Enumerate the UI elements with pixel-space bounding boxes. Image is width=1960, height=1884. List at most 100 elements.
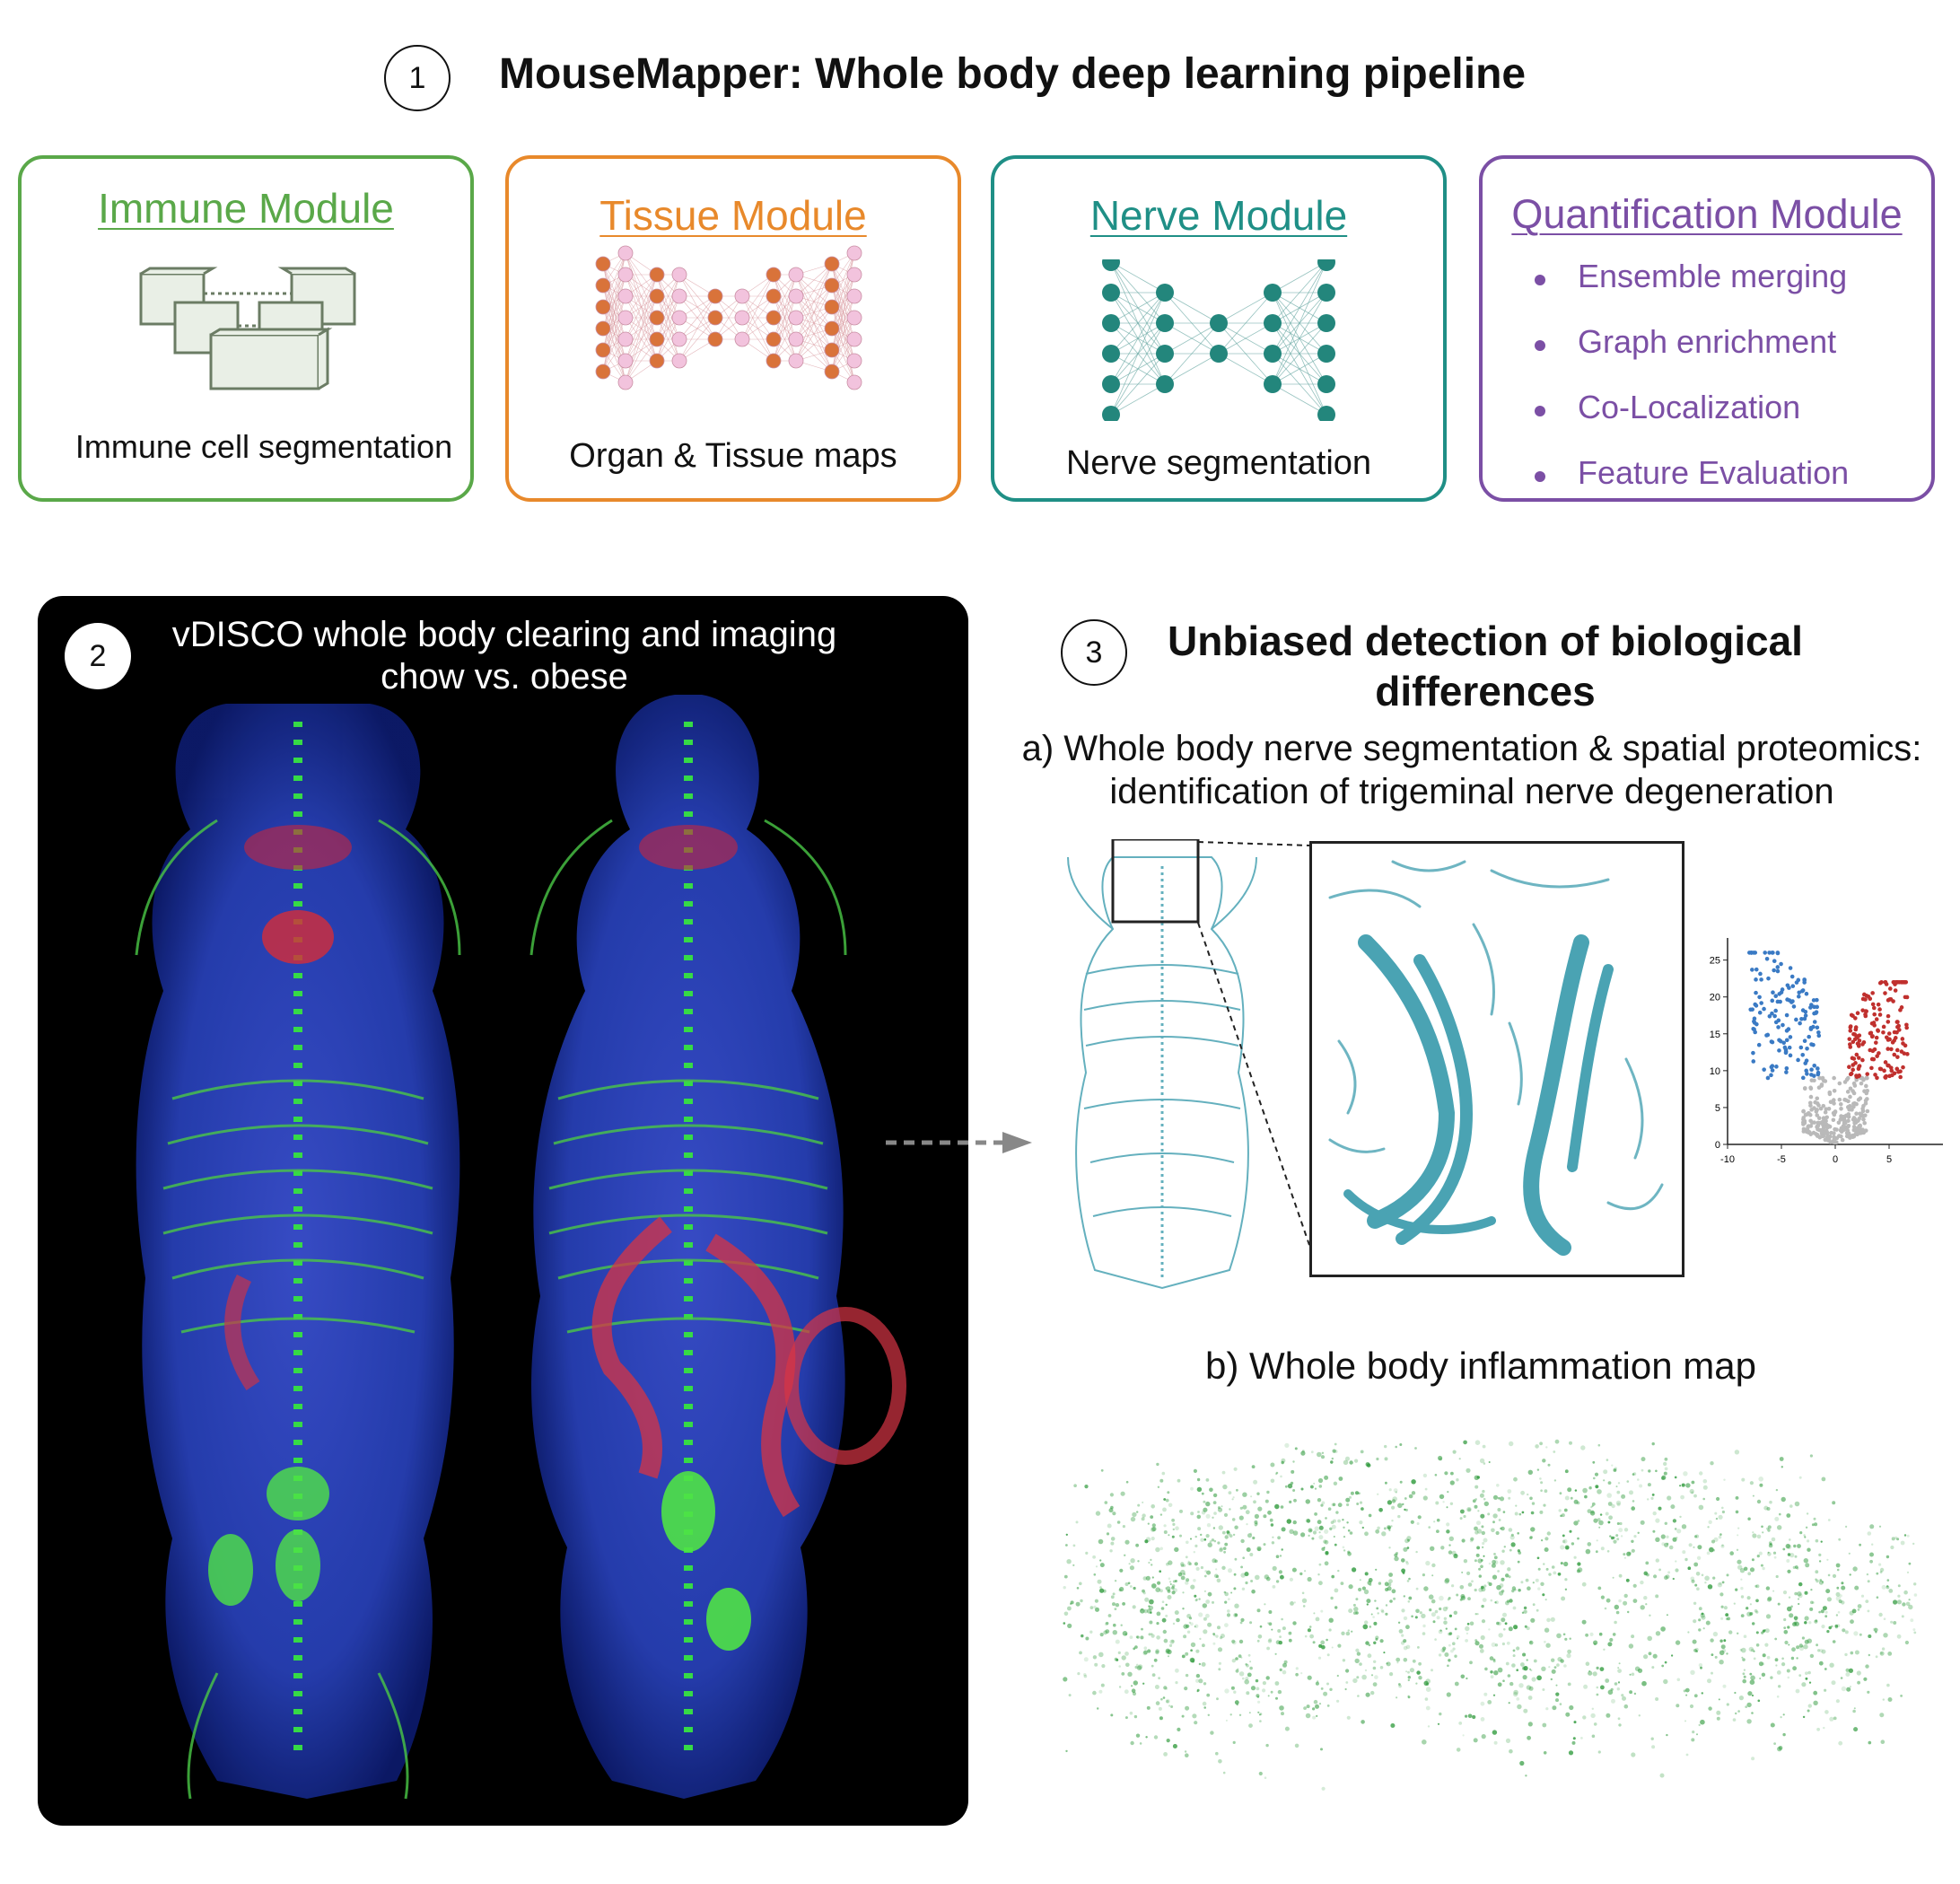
trigeminal-nerve-image <box>1328 860 1664 1256</box>
volcano-point-down <box>1815 1004 1819 1010</box>
volcano-point-ns <box>1834 1135 1840 1141</box>
volcano-point-down <box>1797 990 1802 995</box>
volcano-point-down <box>1754 1021 1759 1027</box>
volcano-point-down <box>1764 956 1770 961</box>
volcano-point-up <box>1875 1054 1879 1058</box>
volcano-point-up <box>1883 991 1887 995</box>
volcano-point-ns <box>1842 1080 1848 1084</box>
nerve-module-caption: Nerve segmentation <box>1065 444 1372 482</box>
volcano-point-ns <box>1862 1120 1868 1126</box>
volcano-point-up <box>1847 1065 1851 1070</box>
volcano-point-up <box>1855 1011 1860 1016</box>
volcano-point-down <box>1759 1001 1763 1005</box>
volcano-point-ns <box>1816 1116 1822 1120</box>
volcano-point-down <box>1804 1058 1809 1063</box>
volcano-point-up <box>1873 1073 1877 1077</box>
volcano-point-ns <box>1859 1081 1864 1086</box>
volcano-point-ns <box>1823 1079 1828 1083</box>
trigeminal-zoom-box <box>1309 841 1684 1277</box>
volcano-point-ns <box>1832 1112 1837 1117</box>
volcano-point-up <box>1905 1052 1910 1056</box>
volcano-point-up <box>1894 1066 1900 1072</box>
volcano-point-ns <box>1815 1124 1820 1128</box>
volcano-point-down <box>1804 1068 1808 1073</box>
quantification-item: Co-Localization <box>1535 389 1849 454</box>
volcano-point-down <box>1754 967 1759 972</box>
section3a-line2: identification of trigeminal nerve degen… <box>1109 772 1834 811</box>
volcano-point-up <box>1886 1031 1892 1036</box>
volcano-point-down <box>1807 1034 1811 1039</box>
volcano-point-up <box>1870 991 1875 995</box>
volcano-point-ns <box>1840 1137 1845 1143</box>
tissue-network-icon <box>595 245 862 390</box>
volcano-point-down <box>1808 1025 1814 1030</box>
volcano-point-down <box>1775 968 1781 974</box>
volcano-point-down <box>1769 1073 1773 1078</box>
volcano-point-down <box>1775 965 1781 969</box>
volcano-point-down <box>1816 1030 1821 1035</box>
volcano-point-down <box>1784 1065 1789 1071</box>
volcano-point-down <box>1754 990 1758 995</box>
volcano-point-up <box>1904 1025 1909 1030</box>
volcano-point-down <box>1759 977 1763 982</box>
volcano-point-down <box>1816 1033 1822 1038</box>
volcano-point-down <box>1751 1050 1755 1056</box>
volcano-point-up <box>1894 1047 1900 1053</box>
volcano-point-ns <box>1848 1094 1852 1100</box>
volcano-point-ns <box>1801 1129 1807 1134</box>
volcano-point-ns <box>1838 1128 1843 1133</box>
volcano-x-tick: -5 <box>1777 1154 1786 1165</box>
volcano-point-up <box>1863 997 1868 1002</box>
volcano-point-up <box>1896 1069 1901 1074</box>
volcano-point-up <box>1854 1073 1859 1078</box>
volcano-point-ns <box>1827 1134 1833 1139</box>
volcano-point-down <box>1770 1039 1775 1045</box>
volcano-point-up <box>1899 1049 1904 1054</box>
volcano-point-down <box>1797 994 1801 999</box>
volcano-point-ns <box>1815 1096 1820 1101</box>
volcano-point-ns <box>1855 1126 1860 1132</box>
volcano-point-up <box>1889 1068 1894 1073</box>
volcano-point-up <box>1881 1030 1886 1035</box>
volcano-point-ns <box>1818 1106 1824 1111</box>
volcano-point-down <box>1773 1020 1779 1025</box>
volcano-point-ns <box>1843 1098 1849 1103</box>
volcano-point-up <box>1886 998 1891 1003</box>
volcano-point-down <box>1789 974 1795 979</box>
volcano-point-down <box>1780 987 1785 992</box>
volcano-point-ns <box>1829 1130 1833 1135</box>
volcano-point-up <box>1895 1055 1900 1059</box>
volcano-point-down <box>1776 1025 1781 1030</box>
volcano-point-down <box>1811 1042 1816 1047</box>
volcano-point-up <box>1892 1052 1897 1057</box>
volcano-point-ns <box>1823 1109 1828 1115</box>
volcano-point-down <box>1815 997 1819 1003</box>
volcano-point-up <box>1876 1002 1881 1007</box>
volcano-point-ns <box>1824 1115 1829 1120</box>
volcano-point-down <box>1808 1005 1813 1010</box>
volcano-point-ns <box>1824 1107 1829 1112</box>
volcano-point-down <box>1767 1013 1772 1019</box>
volcano-point-down <box>1770 1011 1774 1016</box>
volcano-point-up <box>1869 1021 1875 1026</box>
volcano-point-ns <box>1808 1132 1814 1136</box>
volcano-point-down <box>1803 1013 1808 1018</box>
volcano-point-down <box>1788 1053 1793 1058</box>
panel2-caption: vDISCO whole body clearing and imaging c… <box>145 614 863 698</box>
volcano-point-up <box>1896 1023 1901 1029</box>
volcano-point-up <box>1873 1040 1878 1045</box>
volcano-point-ns <box>1832 1075 1836 1081</box>
volcano-point-up <box>1876 1029 1881 1033</box>
volcano-point-down <box>1781 1040 1786 1046</box>
volcano-point-up <box>1884 982 1889 986</box>
volcano-point-ns <box>1815 1108 1819 1112</box>
volcano-point-ns <box>1815 1113 1820 1117</box>
step-1-badge: 1 <box>384 45 451 111</box>
volcano-point-up <box>1900 1037 1905 1041</box>
volcano-point-down <box>1748 1007 1754 1012</box>
nerve-segmentation-whole-body <box>1067 839 1257 1290</box>
volcano-y-tick: 5 <box>1715 1103 1720 1114</box>
tissue-module-caption: Organ & Tissue maps <box>569 437 897 475</box>
section3a-subtitle: a) Whole body nerve segmentation & spati… <box>987 727 1956 813</box>
volcano-point-down <box>1756 1042 1762 1047</box>
